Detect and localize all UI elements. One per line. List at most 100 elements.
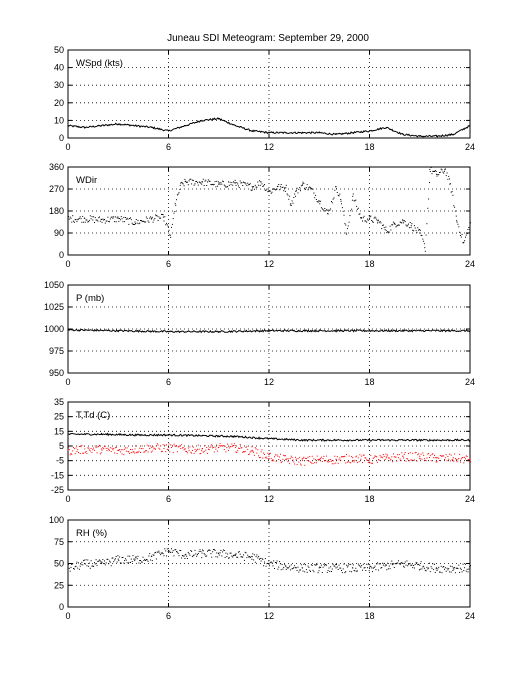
temp-sample-dot [352,460,354,462]
rh-sample-dot [390,563,392,565]
rh-sample-dot [83,560,85,562]
temp-sample-dot [329,461,331,463]
temp-sample-dot [140,448,142,450]
wdir-sample-dot [448,175,450,177]
rh-sample-dot [369,565,371,567]
temp-sample-dot [197,444,199,446]
wspd-trace [67,117,471,138]
wdir-sample-dot [229,181,231,183]
rh-sample-dot [241,556,243,558]
temp-sample-dot [401,452,403,454]
temp-sample-dot [233,443,235,445]
temp-sample-dot [120,449,122,451]
wdir-sample-dot [356,208,358,210]
temp-sample-dot [181,444,183,446]
wdir-sample-dot [124,217,126,218]
temp-sample-dot [117,449,119,451]
wdir-sample-dot [114,221,116,223]
wdir-point [134,221,136,223]
temp-sample-dot [274,454,276,456]
temp-sample-dot [422,452,424,454]
temp-sample-dot [107,447,109,449]
rh-sample-dot [398,560,399,562]
rh-sample-dot [131,561,133,562]
rh-sample-dot [234,555,236,556]
temp-sample-dot [210,445,212,447]
temp-sample-dot [390,458,392,460]
rh-sample-dot [456,567,458,569]
rh-sample-dot [452,569,454,571]
wdir-sample-dot [233,181,234,183]
wdir-sample-dot [104,219,105,220]
rh-sample-dot [418,563,420,565]
wdir-sample-dot [356,205,358,207]
wdir-sample-dot [280,184,282,185]
temp-sample-dot [439,454,441,456]
temp-sample-dot [408,453,409,455]
wdir-xtick-label: 18 [364,259,374,269]
temp-sample-dot [176,445,177,447]
wdir-sample-dot [385,226,387,228]
temp-sample-dot [456,461,458,463]
rh-sample-dot [337,569,339,570]
temp-sample-dot [351,456,353,458]
temp-sample-dot [308,460,310,462]
temp-sample-dot [113,448,115,450]
wdir-sample-dot [78,217,80,219]
temp-sample-dot [408,460,410,462]
rh-sample-dot [189,554,191,556]
rh-sample-dot [145,560,147,561]
rh-sample-dot [283,566,285,568]
temp-sample-dot [447,456,449,457]
wdir-sample-dot [291,200,293,202]
rh-sample-dot [249,557,251,558]
temp-sample-dot [194,448,196,450]
temp-sample-dot [244,450,246,452]
wdir-sample-dot [368,215,370,217]
wdir-xtick-label: 12 [264,259,274,269]
rh-point [251,555,253,558]
rh-sample-dot [232,556,234,558]
wdir-sample-dot [161,213,162,215]
rh-sample-dot [462,563,464,565]
rh-sample-dot [405,564,407,566]
temp-sample-dot [155,445,157,447]
wdir-sample-dot [444,168,446,170]
rh-sample-dot [365,570,367,571]
rh-sample-dot [144,558,146,560]
rh-sample-dot [251,558,253,560]
pres-xtick-label: 0 [65,377,70,387]
temp-sample-dot [469,461,471,463]
wdir-sample-dot [367,219,369,221]
wdir-sample-dot [119,219,121,221]
temp-sample-dot [216,444,218,446]
temp-series-1 [67,443,471,466]
wdir-sample-dot [219,183,221,185]
rh-sample-dot [458,564,460,566]
wdir-sample-dot [456,221,458,223]
temp-sample-dot [402,455,404,457]
rh-sample-dot [124,558,126,560]
temp-sample-dot [297,458,299,459]
wdir-sample-dot [342,210,344,212]
wdir-sample-dot [442,171,444,173]
temp-ytick-label: 15 [54,426,64,436]
wspd-xtick-label: 18 [364,142,374,152]
wdir-sample-dot [375,217,377,219]
wdir-sample-dot [282,186,284,188]
temp-sample-dot [272,459,274,461]
rh-sample-dot [355,567,357,569]
temp-sample-dot [168,443,170,445]
temp-sample-dot [298,461,300,463]
temp-sample-dot [146,444,148,446]
rh-sample-dot [278,566,280,568]
rh-sample-dot [450,571,452,573]
rh-sample-dot [197,554,198,556]
wdir-sample-dot [238,185,239,187]
wdir-sample-dot [158,216,160,218]
rh-sample-dot [138,562,140,564]
wdir-sample-dot [90,218,92,220]
rh-sample-dot [146,559,148,561]
temp-sample-dot [127,451,129,453]
wdir-sample-dot [230,184,232,186]
